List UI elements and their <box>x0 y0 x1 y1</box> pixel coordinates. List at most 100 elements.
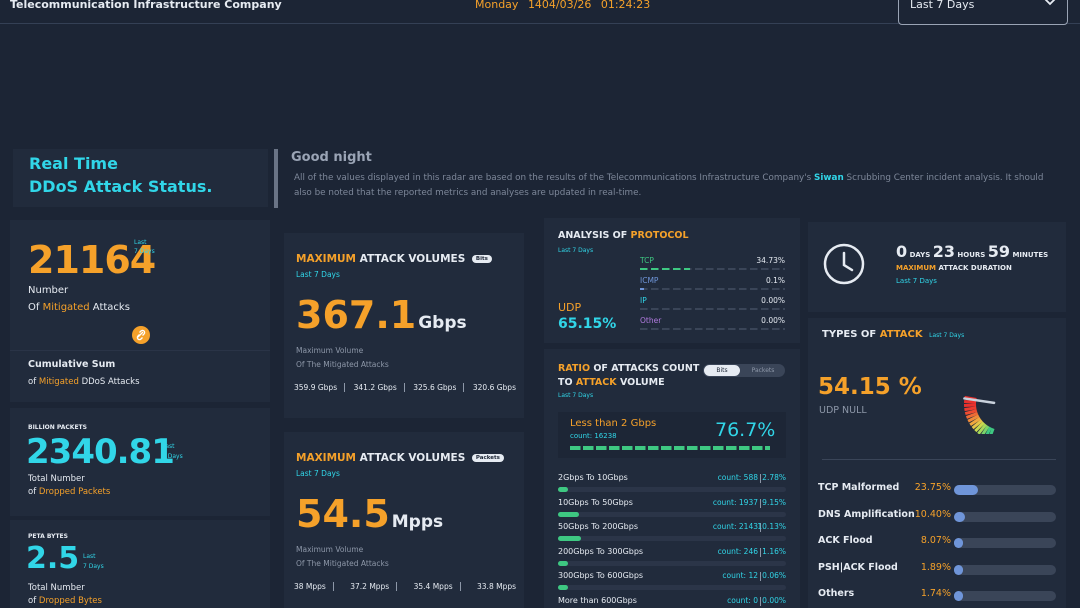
bucket-fill <box>558 560 568 566</box>
label-of: of <box>28 596 37 606</box>
gauge-tick <box>977 423 988 434</box>
top-volumes: 359.9 Gbps 341.2 Gbps 325.6 Gbps 320.6 G… <box>294 383 516 392</box>
date-label: 1404/03/26 <box>527 0 592 11</box>
period-tag: Last 7 Days <box>162 442 183 462</box>
period-label: Last 7 Days <box>929 332 965 339</box>
top-bucket-pct: 76.7% <box>715 419 776 441</box>
bucket-count: count: 1937 <box>712 497 758 507</box>
period-label: Last 7 Days <box>558 247 594 254</box>
top-volume: 37.2 Mpps <box>350 582 398 591</box>
bucket-pct: 9.15% <box>762 497 786 507</box>
protocol-row: Other 0.00% <box>640 315 785 335</box>
period-tag: Last 7 Days <box>134 238 155 256</box>
mitigated-count: 21164 <box>28 238 156 282</box>
description-text-a: All of the values displayed in this rada… <box>294 173 812 183</box>
bucket-fill <box>558 487 568 492</box>
unit-toggle: Bits Packets <box>703 364 785 377</box>
clock-icon <box>823 243 865 285</box>
protocol-pct: 0.00% <box>761 296 785 305</box>
main-type-name: UDP NULL <box>819 405 867 416</box>
unit-pill: Bits <box>471 255 492 263</box>
protocol-track <box>640 268 785 270</box>
link-icon[interactable] <box>132 326 150 344</box>
bucket-fill <box>558 511 579 517</box>
attack-type-track <box>954 591 1056 601</box>
top-volumes: 38 Mpps 37.2 Mpps 35.4 Mpps 33.8 Mpps <box>294 582 516 591</box>
title-text: TYPES OF <box>822 329 877 340</box>
top-bucket-bar <box>570 446 770 450</box>
attack-type-pct: 1.89% <box>920 561 951 573</box>
bucket-pct: 0.00% <box>762 595 786 605</box>
top-volume: 320.6 Gbps <box>472 383 516 392</box>
attack-types-card: TYPES OF ATTACK Last 7 Days 54.15 % UDP … <box>808 318 1066 608</box>
card-divider <box>822 459 1056 460</box>
cumulative-subtitle: of Mitigated DDoS Attacks <box>28 377 140 387</box>
card-title: MAXIMUM ATTACK VOLUMES Bits <box>296 253 492 265</box>
bucket-row: 50Gbps To 200Gbps count: 2143 10.13% <box>558 522 786 547</box>
volume-number: 367.1 <box>296 293 417 337</box>
attack-type-track <box>954 485 1056 495</box>
duration-label: MAXIMUM ATTACK DURATION <box>896 264 1012 272</box>
max-volume-bits-card: MAXIMUM ATTACK VOLUMES Bits Last 7 Days … <box>284 233 524 418</box>
main-protocol-pct: 65.15% <box>558 316 617 332</box>
top-volume: 325.6 Gbps <box>413 383 465 392</box>
label-text: ATTACK DURATION <box>938 264 1012 272</box>
greeting: Good night <box>291 150 372 165</box>
gauge-tick <box>964 409 978 416</box>
company-name: Telecommunication Infrastructure Company <box>10 0 282 11</box>
bytes-label-1: Total Number <box>28 583 85 593</box>
bucket-name: 10Gbps To 50Gbps <box>558 497 633 507</box>
attack-type-pct: 1.74% <box>920 588 951 599</box>
attack-type-pct: 23.75% <box>914 482 951 493</box>
label-of: of <box>28 487 37 497</box>
attack-type-row: TCP Malformed 23.75% <box>818 482 1056 509</box>
datetime: Monday 1404/03/26 01:24:23 <box>475 0 650 11</box>
gauge-icon <box>963 395 996 434</box>
attack-type-track <box>954 511 1056 522</box>
label-end: Attacks <box>92 302 130 313</box>
title-text: ANALYSIS OF <box>558 230 628 241</box>
attack-type-fill <box>954 485 979 495</box>
card-title: MAXIMUM ATTACK VOLUMES Packets <box>296 452 504 464</box>
protocol-track <box>640 308 785 310</box>
label-highlight: Dropped Bytes <box>38 596 102 606</box>
range-select[interactable]: Last 7 Days <box>898 0 1068 25</box>
volume-label-1: Maximum Volume <box>296 545 364 554</box>
period-tag-line1: Last <box>162 443 175 450</box>
period-label: Last 7 Days <box>296 469 340 478</box>
volume-label-1: Maximum Volume <box>296 346 364 355</box>
title-text: OF ATTACKS COUNT <box>593 363 700 374</box>
volume-label-2: Of The Mitigated Attacks <box>296 360 389 369</box>
bucket-count: count: 588 <box>717 473 758 482</box>
attack-type-fill <box>954 564 963 575</box>
bucket-pct: 1.16% <box>762 546 786 556</box>
mitigated-label-2: Of Mitigated Attacks <box>28 302 130 313</box>
bucket-track <box>558 487 786 492</box>
top-volume: 35.4 Mpps <box>414 582 461 591</box>
attack-type-list: TCP Malformed 23.75% DNS Amplification 10.… <box>818 482 1056 608</box>
protocol-analysis-card: ANALYSIS OF PROTOCOL Last 7 Days UDP 65.… <box>544 218 800 343</box>
duration-value: 0 DAYS 23 HOURS 59 MINUTES <box>896 242 1048 261</box>
protocol-pct: 0.1% <box>765 276 785 285</box>
attack-type-row: Others 1.74% <box>818 588 1056 608</box>
top-volume: 33.8 Mpps <box>477 582 516 591</box>
bucket-sep <box>760 498 761 508</box>
bucket-track <box>558 560 786 566</box>
gauge-tick <box>969 416 982 426</box>
volume-number: 54.5 <box>296 492 390 536</box>
volume-value: 54.5 Mpps <box>296 492 443 536</box>
bucket-track <box>558 511 786 517</box>
period-tag: Last 7 Days <box>83 552 104 572</box>
protocol-pct: 0.00% <box>761 316 785 325</box>
toggle-bits[interactable]: Bits <box>704 365 740 376</box>
period-label: Last 7 Days <box>558 392 594 399</box>
card-title: TYPES OF ATTACK Last 7 Days <box>822 329 964 340</box>
gauge-needle <box>963 397 996 405</box>
volume-label-2: Of The Mitigated Attacks <box>296 559 389 568</box>
bucket-count: count: 2143 <box>712 522 758 532</box>
label-highlight: MAXIMUM <box>896 264 937 272</box>
label-highlight: Mitigated <box>42 302 90 313</box>
attack-type-pct: 8.07% <box>920 535 951 546</box>
toggle-packets[interactable]: Packets <box>751 367 775 374</box>
duration-minutes: 59 <box>987 242 1011 261</box>
